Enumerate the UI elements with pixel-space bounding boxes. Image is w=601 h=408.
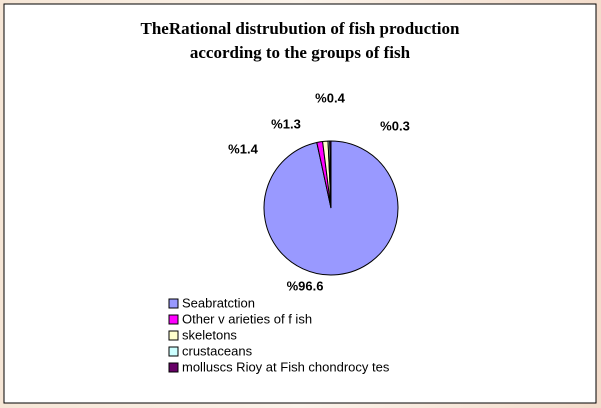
legend-label: Seabratction (182, 295, 255, 310)
data-label: %1.3 (271, 116, 301, 131)
legend-swatch (168, 298, 179, 309)
data-label: %1.4 (228, 141, 258, 156)
data-label: %0.3 (380, 118, 410, 133)
chart-title: TheRational distrubution of fish product… (141, 19, 461, 38)
legend-label: molluscs Rioy at Fish chondrocy tes (182, 359, 390, 374)
legend-swatch (168, 362, 179, 373)
legend-label: crustaceans (182, 343, 253, 358)
data-label: %96.6 (287, 278, 324, 293)
pie-slice (329, 140, 332, 209)
legend-swatch (168, 346, 179, 357)
chart-title: according to the groups of fish (190, 43, 411, 62)
legend-label: skeletons (182, 327, 237, 342)
data-label: %0.4 (315, 90, 345, 105)
legend-swatch (168, 314, 179, 325)
legend-label: Other v arieties of f ish (182, 311, 312, 326)
legend-swatch (168, 330, 179, 341)
